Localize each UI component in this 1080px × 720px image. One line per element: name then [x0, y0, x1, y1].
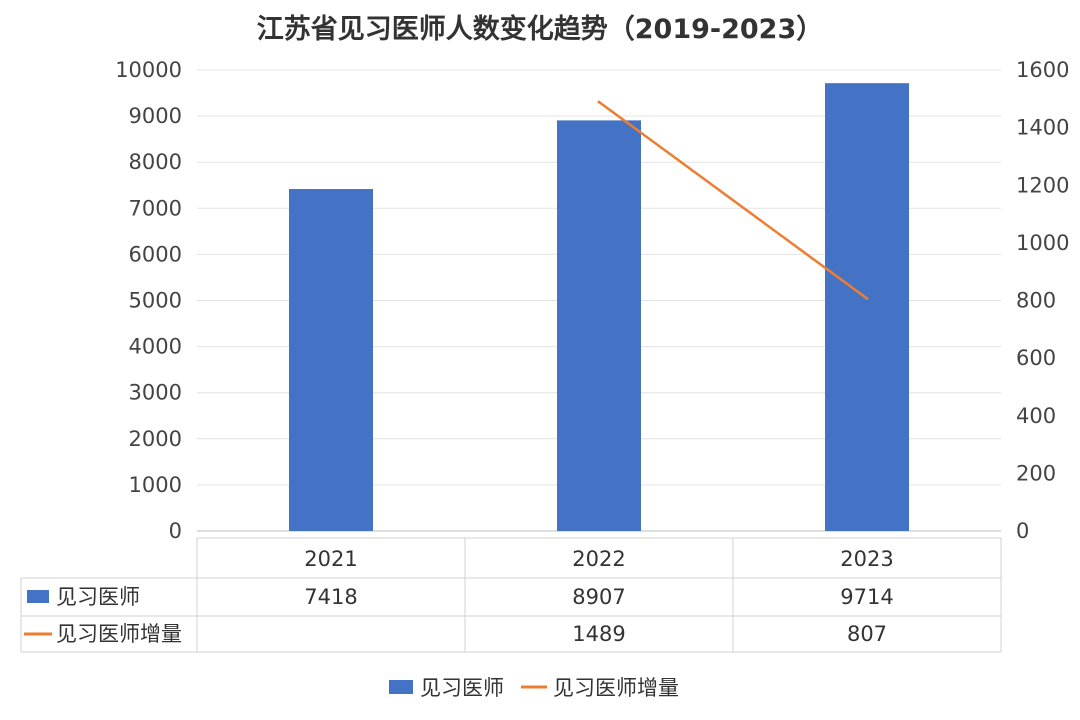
right-tick-label: 200	[1016, 461, 1056, 485]
bar	[557, 120, 641, 531]
line-point	[865, 296, 869, 300]
right-tick-label: 400	[1016, 404, 1056, 428]
table-cell: 7418	[304, 585, 357, 609]
right-tick-label: 0	[1016, 519, 1029, 543]
right-tick-label: 1200	[1016, 173, 1069, 197]
legend-swatch	[389, 680, 413, 694]
bar	[825, 83, 909, 531]
table-cell: 8907	[572, 585, 625, 609]
left-tick-label: 7000	[129, 196, 182, 220]
increment-line	[598, 100, 868, 300]
chart-title: 江苏省见习医师人数变化趋势（2019-2023）	[257, 13, 824, 45]
table-row-label: 见习医师	[56, 585, 140, 609]
legend: 见习医师 见习医师增量	[389, 676, 679, 700]
line-series	[597, 100, 869, 300]
x-tick-label: 2023	[840, 547, 893, 571]
table-cell: 1489	[572, 622, 625, 646]
right-tick-label: 1600	[1016, 58, 1069, 82]
left-tick-label: 2000	[129, 427, 182, 451]
left-tick-label: 6000	[129, 242, 182, 266]
data-table: 2021 2022 2023 见习医师 7418 8907 9714 见习医师增量 1489 80…	[20, 537, 1002, 653]
left-axis: 0 1000 2000 3000 4000 5000 6000 7000 8000 9000 100…	[115, 58, 182, 543]
right-tick-label: 800	[1016, 289, 1056, 313]
table-cell: 9714	[840, 585, 893, 609]
x-tick-label: 2022	[572, 547, 625, 571]
table-cell: 807	[847, 622, 887, 646]
table-legend-swatch	[27, 590, 49, 603]
line-point	[597, 100, 601, 104]
bar	[289, 189, 373, 531]
legend-label: 见习医师	[420, 676, 504, 700]
left-tick-label: 9000	[129, 104, 182, 128]
left-tick-label: 1000	[129, 473, 182, 497]
right-tick-label: 1000	[1016, 231, 1069, 255]
left-tick-label: 5000	[129, 289, 182, 313]
left-tick-label: 8000	[129, 150, 182, 174]
right-axis: 0 200 400 600 800 1000 1200 1400 1600	[1016, 58, 1069, 543]
bar-series	[289, 83, 909, 531]
right-tick-label: 1400	[1016, 116, 1069, 140]
x-tick-label: 2021	[304, 547, 357, 571]
table-row-label: 见习医师增量	[56, 622, 182, 646]
left-tick-label: 3000	[129, 381, 182, 405]
left-tick-label: 0	[169, 519, 182, 543]
legend-label: 见习医师增量	[553, 676, 679, 700]
left-tick-label: 10000	[115, 58, 182, 82]
left-tick-label: 4000	[129, 335, 182, 359]
right-tick-label: 600	[1016, 346, 1056, 370]
